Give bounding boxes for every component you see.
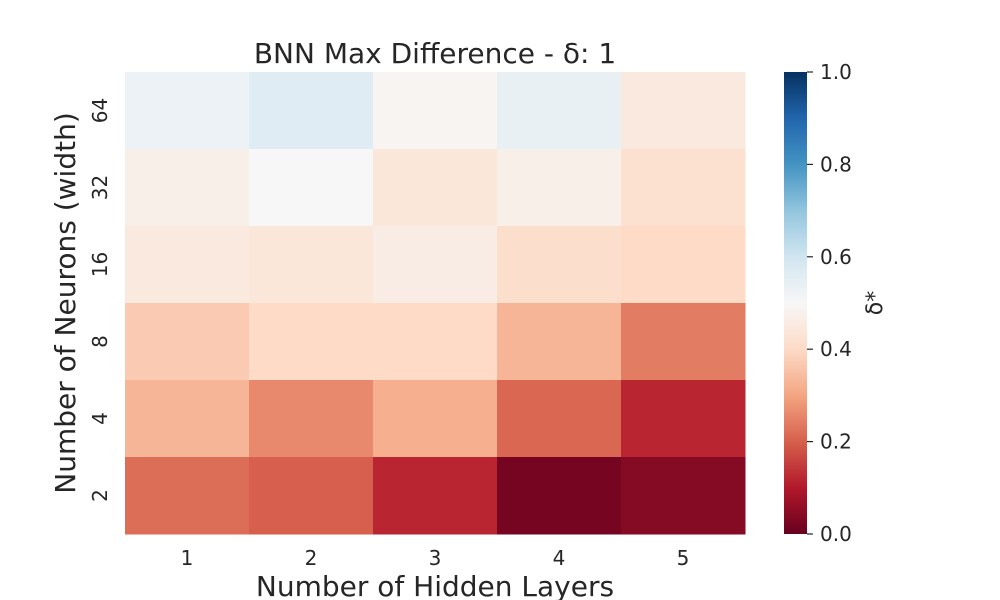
- x-axis-label: Number of Hidden Layers: [256, 570, 614, 600]
- heatmap-cell-64-5: [621, 72, 746, 150]
- colorbar-tick-label: 0.2: [820, 430, 852, 454]
- x-tick-label: 5: [677, 546, 690, 570]
- heatmap-cell-16-1: [125, 226, 250, 304]
- heatmap-cell-64-3: [373, 72, 498, 150]
- heatmap-cells: [125, 72, 746, 535]
- heatmap-cell-64-4: [497, 72, 622, 150]
- colorbar-tick-label: 1.0: [820, 60, 852, 84]
- heatmap-cell-4-2: [249, 380, 374, 458]
- heatmap-cell-2-1: [125, 457, 250, 535]
- colorbar-ticks: 0.0 0.2 0.4 0.6 0.8 1.0: [807, 60, 852, 546]
- heatmap-cell-32-5: [621, 149, 746, 227]
- colorbar-label: δ*: [863, 291, 888, 315]
- x-tick-label: 4: [553, 546, 566, 570]
- heatmap-cell-16-5: [621, 226, 746, 304]
- colorbar-tick-label: 0.0: [820, 522, 852, 546]
- y-tick-labels: 64 32 16 8 4 2: [88, 98, 112, 502]
- heatmap-cell-2-3: [373, 457, 498, 535]
- heatmap-cell-8-4: [497, 303, 622, 381]
- heatmap-cell-8-2: [249, 303, 374, 381]
- heatmap-cell-4-5: [621, 380, 746, 458]
- y-tick-label: 64: [88, 98, 112, 123]
- colorbar-tick-label: 0.8: [820, 152, 852, 176]
- x-tick-label: 2: [305, 546, 318, 570]
- y-tick-label: 4: [88, 412, 112, 425]
- heatmap-cell-2-5: [621, 457, 746, 535]
- heatmap-cell-16-3: [373, 226, 498, 304]
- heatmap-cell-16-2: [249, 226, 374, 304]
- heatmap-cell-8-3: [373, 303, 498, 381]
- heatmap-cell-8-5: [621, 303, 746, 381]
- heatmap-cell-8-1: [125, 303, 250, 381]
- heatmap-cell-16-4: [497, 226, 622, 304]
- y-axis-label: Number of Neurons (width): [49, 112, 82, 493]
- heatmap-cell-2-4: [497, 457, 622, 535]
- y-tick-label: 2: [88, 489, 112, 502]
- colorbar-tick-label: 0.6: [820, 245, 852, 269]
- y-tick-label: 8: [88, 335, 112, 348]
- x-tick-label: 3: [429, 546, 442, 570]
- heatmap-cell-32-1: [125, 149, 250, 227]
- heatmap-cell-64-1: [125, 72, 250, 150]
- y-tick-label: 16: [88, 252, 112, 277]
- colorbar: [784, 72, 807, 534]
- colorbar-tick-label: 0.4: [820, 337, 852, 361]
- x-tick-labels: 1 2 3 4 5: [181, 546, 690, 570]
- heatmap-cell-64-2: [249, 72, 374, 150]
- x-tick-label: 1: [181, 546, 194, 570]
- heatmap-cell-32-3: [373, 149, 498, 227]
- chart-title: BNN Max Difference - δ: 1: [254, 37, 616, 70]
- heatmap-cell-4-3: [373, 380, 498, 458]
- heatmap-cell-2-2: [249, 457, 374, 535]
- heatmap-cell-4-1: [125, 380, 250, 458]
- heatmap-cell-4-4: [497, 380, 622, 458]
- heatmap-cell-32-2: [249, 149, 374, 227]
- heatmap-cell-32-4: [497, 149, 622, 227]
- y-tick-label: 32: [88, 175, 112, 200]
